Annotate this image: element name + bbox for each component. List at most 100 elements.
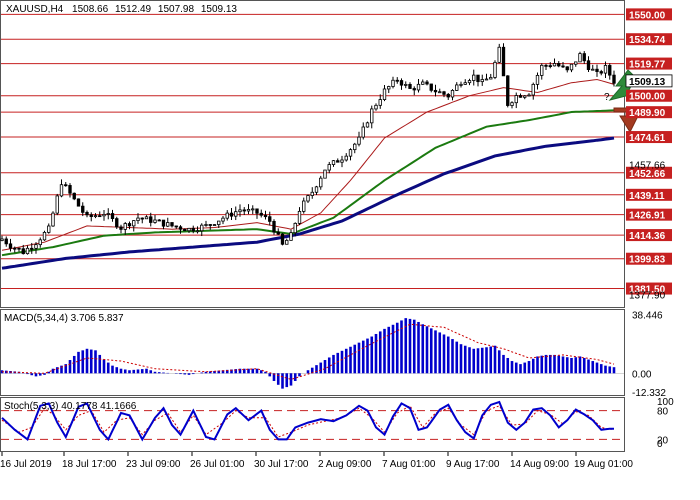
candle: [591, 64, 595, 71]
candle: [344, 153, 348, 162]
candle-body: [251, 208, 255, 211]
candle: [297, 207, 302, 226]
main-panel: [0, 0, 625, 308]
stoch-tick: 0: [657, 439, 663, 450]
candle-body: [4, 238, 8, 245]
price-badge-label: 1474.61: [629, 133, 666, 144]
candle: [361, 122, 365, 140]
candle: [276, 228, 280, 235]
current-price-bg: [625, 74, 673, 88]
candle: [599, 69, 603, 76]
candle-body: [289, 232, 293, 241]
macd-signal: [1, 323, 615, 380]
macd-tick: 38.446: [632, 310, 663, 321]
candle-body: [442, 91, 446, 95]
candle-body: [387, 86, 391, 90]
candle-body: [348, 149, 353, 157]
candle: [136, 213, 140, 224]
candle-body: [382, 88, 387, 100]
candle-body: [68, 185, 72, 194]
candle: [34, 242, 38, 254]
price-badge: 1500.00: [626, 89, 672, 103]
candle-body: [344, 155, 348, 161]
candle-body: [527, 94, 531, 97]
candle: [395, 77, 399, 84]
candle-body: [21, 248, 25, 255]
candle-body: [229, 212, 234, 217]
price-badge-label: 1534.74: [629, 35, 666, 46]
macd-histogram: [0, 318, 616, 389]
price-badge-bg: [626, 57, 672, 70]
candle: [382, 84, 387, 102]
candle-body: [501, 46, 506, 77]
time-tick-label: 18 Jul 17:00: [62, 459, 117, 470]
price-badge: 1414.36: [626, 229, 672, 242]
candle: [319, 175, 323, 190]
candle: [340, 155, 344, 168]
candle: [161, 219, 166, 230]
candle: [535, 72, 540, 90]
candle: [72, 192, 76, 201]
candle: [608, 63, 612, 80]
candle-body: [561, 65, 565, 68]
price-badge-label: 1452.66: [629, 169, 666, 180]
candle: [174, 225, 178, 229]
price-badge: 1474.61: [626, 131, 672, 144]
candle: [93, 213, 98, 219]
candle-body: [514, 95, 518, 104]
candle: [293, 222, 297, 237]
candle: [251, 205, 255, 215]
candle: [450, 89, 455, 101]
price-badge: 1381.50: [626, 282, 672, 296]
candle-body: [59, 184, 64, 197]
candle: [514, 92, 518, 109]
candle-body: [89, 214, 93, 217]
candle: [353, 142, 357, 154]
candle-body: [603, 65, 608, 74]
candle-body: [497, 46, 501, 63]
candle-body: [484, 78, 489, 81]
chart-symbol: XAUUSD,H4: [6, 4, 64, 15]
candle: [595, 64, 599, 77]
macd-signal-line: [1, 323, 615, 380]
candle: [119, 224, 123, 234]
candle: [115, 216, 119, 230]
candle: [331, 160, 336, 167]
macd-axis: 38.446 0.00 -12.332: [632, 310, 666, 399]
ma-slow-line: [1, 136, 615, 270]
candle-body: [612, 74, 616, 84]
candle-body: [81, 205, 85, 213]
candle: [544, 63, 548, 71]
candle-body: [353, 143, 357, 151]
price-badge-label: 1381.50: [629, 285, 666, 296]
candle-body: [93, 215, 98, 218]
ohlc-low: 1507.98: [158, 4, 195, 15]
candle-body: [412, 88, 416, 91]
candle-body: [191, 227, 195, 232]
candle-body: [586, 60, 591, 70]
price-badge-bg: [626, 208, 672, 221]
candle: [408, 82, 412, 90]
candle-body: [331, 160, 336, 165]
price-badge: 1439.11: [626, 188, 672, 202]
candle: [467, 78, 472, 86]
candle-body: [85, 211, 89, 216]
candle-body: [238, 209, 242, 213]
candle: [195, 226, 200, 234]
candle-body: [76, 198, 81, 207]
price-badge: 1452.66: [626, 166, 672, 180]
candle: [170, 222, 174, 228]
price-badge-label: 1519.77: [629, 60, 666, 71]
candle-body: [370, 108, 374, 124]
candle-body: [531, 83, 535, 96]
candle: [540, 63, 544, 80]
time-tick-label: 30 Jul 17:00: [254, 459, 309, 470]
candle-body: [540, 64, 544, 76]
candle-body: [395, 79, 399, 82]
candle: [323, 169, 327, 179]
candle: [21, 244, 25, 255]
price-badge: 1489.90: [626, 106, 672, 119]
candle-body: [0, 238, 4, 241]
time-tick-label: 26 Jul 01:00: [190, 459, 245, 470]
candle: [391, 76, 395, 89]
